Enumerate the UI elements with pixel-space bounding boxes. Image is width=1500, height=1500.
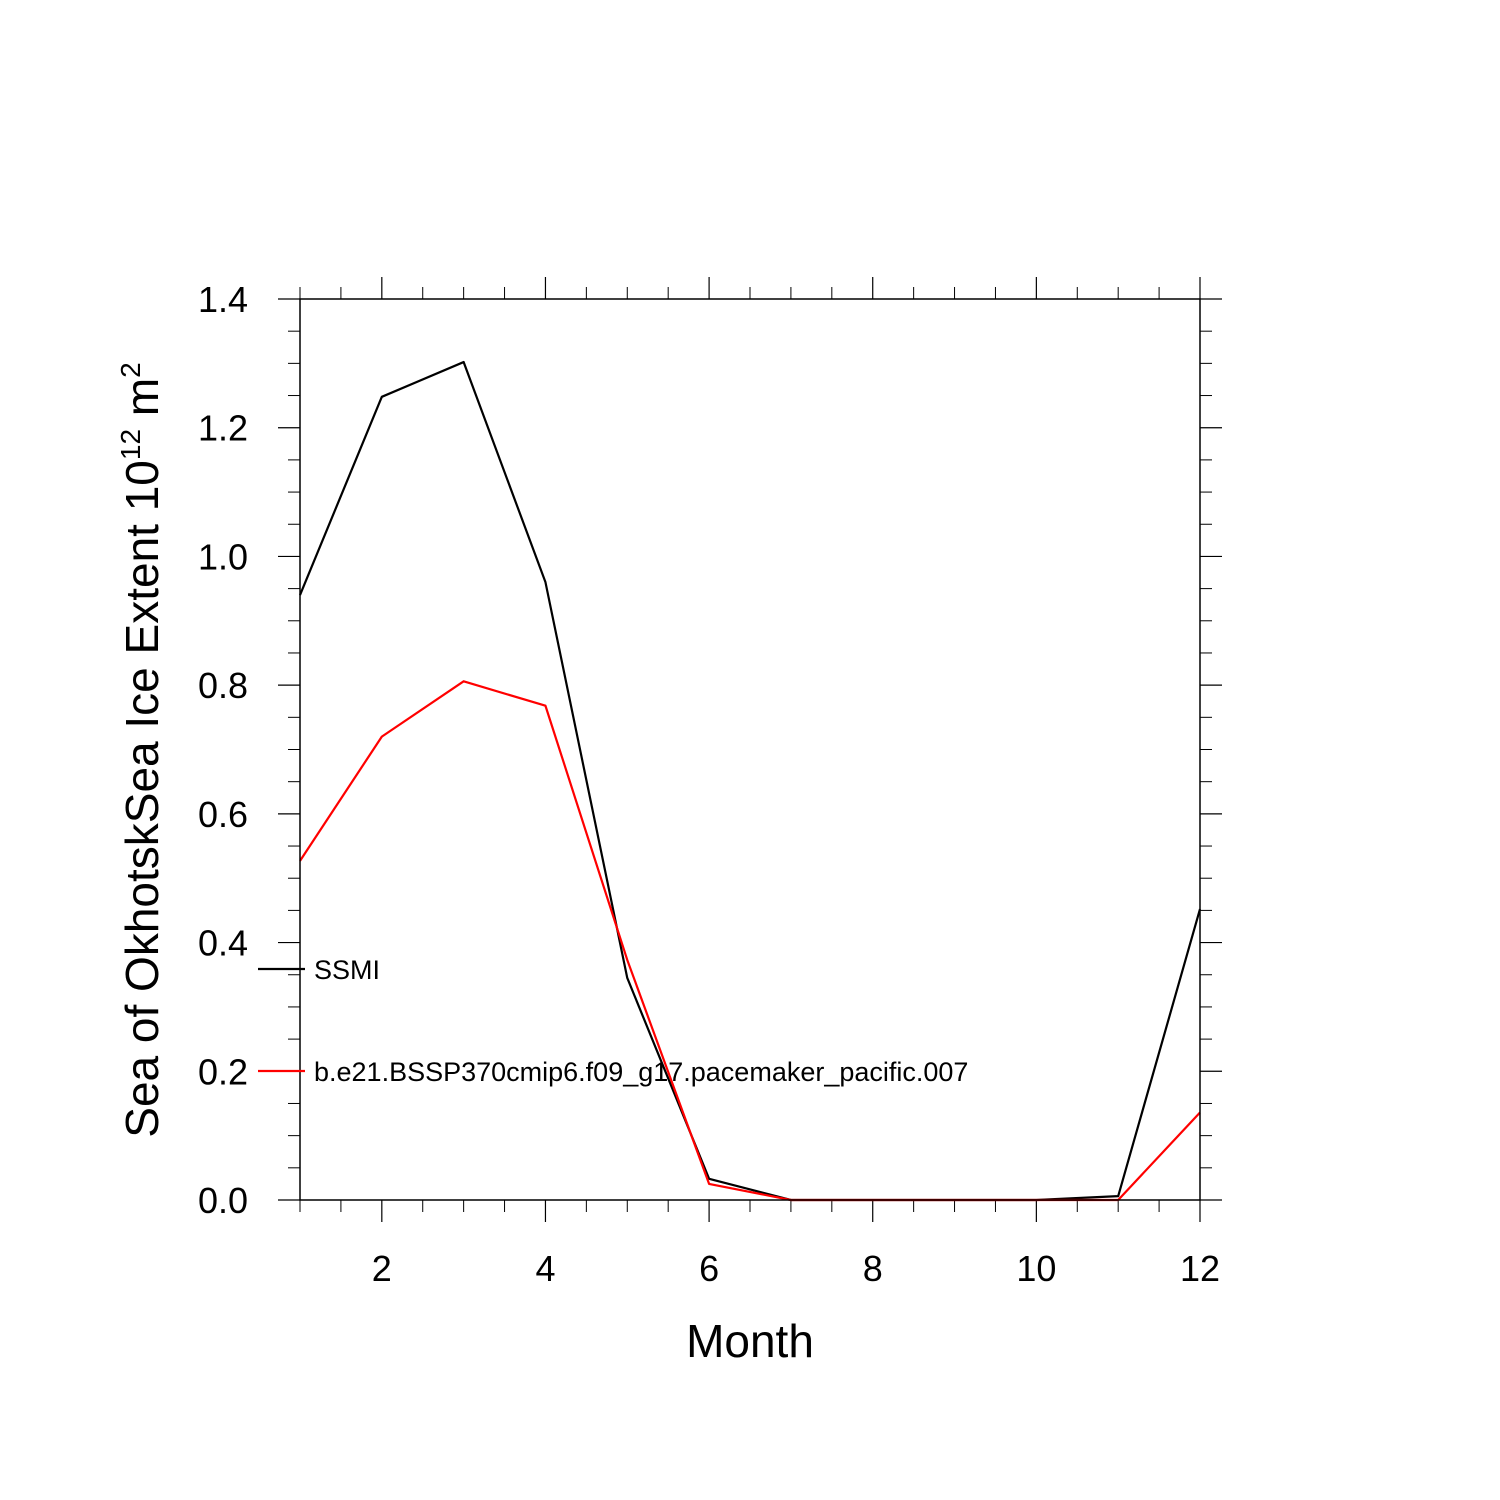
legend-label-1: SSMI [314, 955, 380, 985]
y-axis-label-exponent: 12 [115, 429, 146, 460]
y-tick-label: 0.2 [198, 1051, 248, 1092]
y-tick-label: 0.4 [198, 923, 248, 964]
x-tick-label: 10 [1016, 1248, 1056, 1289]
plot-frame [299, 298, 1201, 1201]
y-tick-label: 1.2 [198, 408, 248, 449]
y-tick-label: 0.8 [198, 665, 248, 706]
series-line-2 [299, 680, 1201, 1202]
y-axis-label-unit-exponent: 2 [115, 362, 146, 378]
x-tick-label: 4 [535, 1248, 555, 1289]
y-axis-label-unit: m [116, 378, 168, 429]
major-ticks [278, 277, 1222, 1222]
y-axis-label: Sea of OkhotskSea Ice Extent 1012 m2 [115, 362, 168, 1137]
legend: SSMI b.e21.BSSP370cmip6.f09_g17.pacemaker… [258, 955, 968, 1087]
x-tick-label: 2 [372, 1248, 392, 1289]
minor-ticks [288, 287, 1212, 1212]
legend-label-2: b.e21.BSSP370cmip6.f09_g17.pacemaker_pac… [314, 1057, 968, 1087]
y-axis-label-main: Sea of OkhotskSea Ice Extent 10 [116, 460, 168, 1138]
y-tick-label: 0.0 [198, 1180, 248, 1221]
x-tick-label: 6 [699, 1248, 719, 1289]
tick-labels: 0.0 0.2 0.4 0.6 0.8 1.0 1.2 1.4 2 4 6 8 10 12 [198, 279, 1220, 1289]
x-tick-label: 12 [1180, 1248, 1220, 1289]
x-axis-label: Month [686, 1315, 814, 1367]
y-tick-label: 0.6 [198, 794, 248, 835]
y-tick-label: 1.4 [198, 279, 248, 320]
y-tick-label: 1.0 [198, 536, 248, 577]
x-tick-label: 8 [863, 1248, 883, 1289]
